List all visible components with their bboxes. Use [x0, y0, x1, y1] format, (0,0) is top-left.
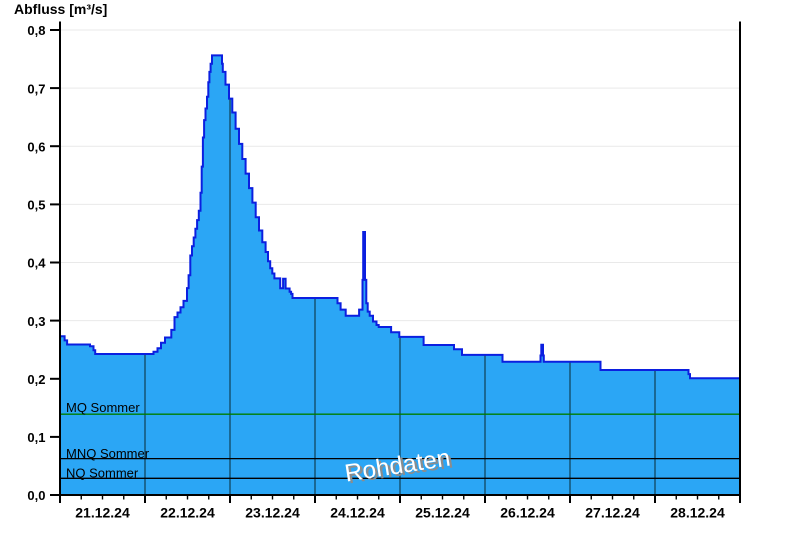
svg-text:24.12.24: 24.12.24 — [330, 505, 385, 521]
svg-text:28.12.24: 28.12.24 — [670, 505, 725, 521]
svg-text:MNQ Sommer: MNQ Sommer — [66, 446, 150, 461]
svg-text:25.12.24: 25.12.24 — [415, 505, 470, 521]
svg-text:23.12.24: 23.12.24 — [245, 505, 300, 521]
svg-text:0,2: 0,2 — [27, 372, 45, 387]
svg-text:27.12.24: 27.12.24 — [585, 505, 640, 521]
svg-text:0,3: 0,3 — [27, 314, 45, 329]
svg-text:0,8: 0,8 — [27, 23, 45, 38]
svg-text:21.12.24: 21.12.24 — [75, 505, 130, 521]
svg-text:0,4: 0,4 — [27, 256, 46, 271]
svg-text:0,5: 0,5 — [27, 198, 45, 213]
svg-text:Abfluss [m³/s]: Abfluss [m³/s] — [14, 1, 107, 17]
svg-text:0,6: 0,6 — [27, 139, 45, 154]
svg-text:0,0: 0,0 — [27, 488, 45, 503]
svg-text:0,7: 0,7 — [27, 81, 45, 96]
svg-text:0,1: 0,1 — [27, 430, 45, 445]
svg-text:NQ Sommer: NQ Sommer — [66, 466, 139, 481]
svg-text:MQ Sommer: MQ Sommer — [66, 400, 140, 415]
svg-text:26.12.24: 26.12.24 — [500, 505, 555, 521]
svg-text:22.12.24: 22.12.24 — [160, 505, 215, 521]
